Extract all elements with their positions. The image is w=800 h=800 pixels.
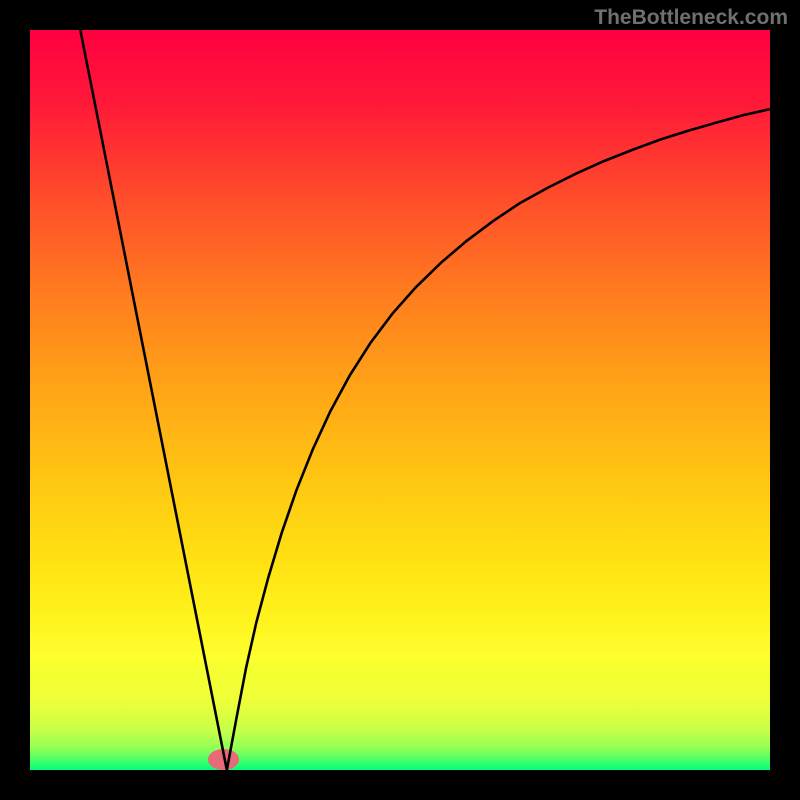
- plot-area: [30, 30, 770, 770]
- watermark-text: TheBottleneck.com: [594, 6, 788, 30]
- bottleneck-curve: [30, 30, 770, 770]
- chart-container: TheBottleneck.com: [0, 0, 800, 800]
